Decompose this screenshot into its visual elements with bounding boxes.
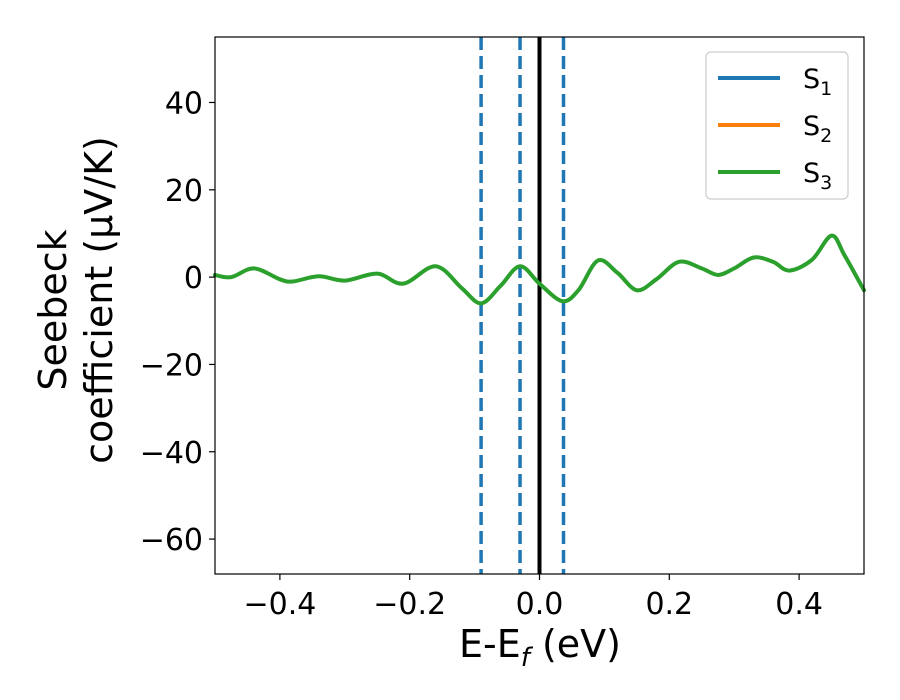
y-tick-label: −20 xyxy=(140,348,203,383)
x-axis-title-main: E-E xyxy=(459,622,521,666)
legend: S1 S2 S3 xyxy=(705,51,849,200)
legend-label-s2: S2 xyxy=(803,111,832,147)
x-tick-label: −0.2 xyxy=(373,587,446,622)
y-tick-label: 0 xyxy=(184,261,203,296)
y-axis-title-line2: coefficient (μV/K) xyxy=(77,136,121,464)
series-line-s3 xyxy=(213,233,866,306)
y-tick-label: 20 xyxy=(165,174,203,209)
x-tick-label: 0.0 xyxy=(516,587,564,622)
x-axis-title: E-Ef (eV) xyxy=(459,622,621,673)
y-tick-label: 40 xyxy=(165,86,203,121)
legend-label-s1: S1 xyxy=(803,64,832,100)
legend-label-s3: S3 xyxy=(803,158,832,194)
x-tick-label: −0.4 xyxy=(243,587,316,622)
y-tick-label: −40 xyxy=(140,436,203,471)
y-tick-label: −60 xyxy=(140,523,203,558)
x-tick-label: 0.4 xyxy=(775,587,823,622)
x-tick-label: 0.2 xyxy=(645,587,693,622)
x-axis-title-unit: (eV) xyxy=(530,622,621,666)
y-axis-title-line1: Seebeck xyxy=(31,229,75,390)
